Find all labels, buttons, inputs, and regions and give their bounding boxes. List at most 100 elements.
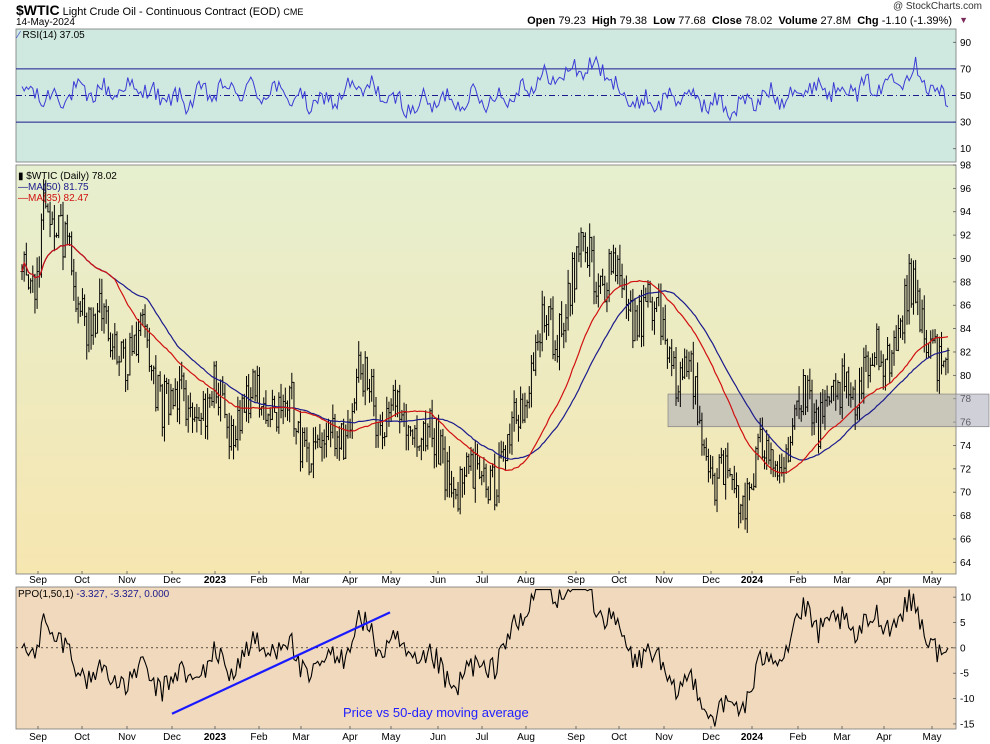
ppo-xtick-label: Nov xyxy=(655,732,673,743)
ppo-ytick-label: 5 xyxy=(960,618,966,629)
ma50-swatch-icon: — xyxy=(18,182,28,193)
price-xtick-label: Jul xyxy=(476,575,489,586)
ppo-xtick-label: Feb xyxy=(789,732,807,743)
price-background xyxy=(15,164,957,575)
ppo-legend: PPO(1,50,1) -3.327, -3.327, 0.000 xyxy=(18,589,169,600)
rsi-legend-text: RSI(14) 37.05 xyxy=(22,30,85,41)
rsi-ytick-label: 10 xyxy=(960,144,972,155)
ppo-legend-values: -3.327, -3.327, 0.000 xyxy=(76,589,170,600)
price-xtick-label: Apr xyxy=(342,575,358,586)
price-ytick-label: 94 xyxy=(960,207,972,218)
ppo-xtick-label: Oct xyxy=(74,732,90,743)
price-zone-box xyxy=(667,393,990,428)
ppo-xtick-label: May xyxy=(382,732,401,743)
price-xtick-label: Oct xyxy=(74,575,90,586)
exchange: CME xyxy=(283,7,304,17)
ohlc-readout: Open 79.23 High 79.38 Low 77.68 Close 78… xyxy=(527,15,952,27)
price-xtick-label: May xyxy=(382,575,401,586)
ppo-xtick-label: Apr xyxy=(876,732,892,743)
price-bars-icon: ▮ xyxy=(18,171,24,182)
high-value: 79.38 xyxy=(619,15,648,27)
ppo-xtick-label: Jul xyxy=(476,732,489,743)
price-xtick-label: Mar xyxy=(292,575,310,586)
price-bars xyxy=(20,179,950,533)
volume-value: 27.8M xyxy=(820,15,852,27)
price-ytick-label: 96 xyxy=(960,184,972,195)
ppo-trendline xyxy=(171,611,391,715)
price-xtick-label: 2023 xyxy=(204,575,227,586)
ppo-xtick-label: Dec xyxy=(163,732,181,743)
chg-value: -1.10 (-1.39%) xyxy=(881,15,952,27)
ma35-line xyxy=(21,243,949,474)
price-ytick-label: 74 xyxy=(960,441,972,452)
price-ytick-label: 70 xyxy=(960,488,972,499)
ppo-legend-name: PPO(1,50,1) xyxy=(18,589,74,600)
price-panel: 646668707274767880828486889092949698SepO… xyxy=(15,161,990,586)
chg-down-icon: ▼ xyxy=(959,15,968,25)
ppo-xtick-label: 2023 xyxy=(204,732,227,743)
open-value: 79.23 xyxy=(558,15,586,27)
price-ytick-label: 86 xyxy=(960,301,972,312)
price-ytick-label: 98 xyxy=(960,161,972,172)
price-ytick-label: 68 xyxy=(960,511,972,522)
price-ytick-label: 92 xyxy=(960,231,972,242)
ma50-legend: —MA(50) 81.75 xyxy=(18,182,89,193)
ppo-panel: -15 -10 -5 0 5 10 Price vs 50-day moving avera… xyxy=(15,586,975,743)
rsi-ytick-label: 50 xyxy=(960,91,972,102)
ppo-xtick-label: Apr xyxy=(342,732,358,743)
chart-title: $WTIC Light Crude Oil - Continuous Contr… xyxy=(16,2,303,18)
ppo-xtick-label: Dec xyxy=(702,732,720,743)
price-xtick-label: Sep xyxy=(29,575,47,586)
price-xtick-label: Nov xyxy=(118,575,136,586)
ppo-xtick-label: Aug xyxy=(517,732,535,743)
ma35-legend-text: MA(35) 82.47 xyxy=(28,193,89,204)
ma35-legend: —MA(35) 82.47 xyxy=(18,193,89,204)
price-ytick-label: 88 xyxy=(960,277,972,288)
price-ytick-label: 82 xyxy=(960,347,972,358)
ppo-xtick-label: May xyxy=(923,732,942,743)
close-label: Close xyxy=(711,15,742,27)
price-xtick-label: Nov xyxy=(655,575,673,586)
ppo-xtick-label: 2024 xyxy=(741,732,764,743)
ppo-xtick-label: Sep xyxy=(567,732,585,743)
ma35-swatch-icon: — xyxy=(18,193,28,204)
ma50-line xyxy=(21,243,949,461)
rsi-panel: 10 30 50 70 90 xyxy=(15,28,972,163)
rsi-ytick-label: 70 xyxy=(960,64,972,75)
ppo-xtick-label: Mar xyxy=(292,732,310,743)
high-label: High xyxy=(591,15,617,27)
open-label: Open xyxy=(527,15,556,27)
close-value: 78.02 xyxy=(744,15,773,27)
ppo-ytick-label: 10 xyxy=(960,593,972,604)
price-ytick-label: 80 xyxy=(960,371,972,382)
ppo-line xyxy=(21,588,949,727)
price-xtick-label: Sep xyxy=(567,575,585,586)
price-xtick-label: Oct xyxy=(611,575,627,586)
volume-label: Volume xyxy=(778,15,818,27)
ppo-xtick-label: Sep xyxy=(29,732,47,743)
ppo-annotation: Price vs 50-day moving average xyxy=(343,705,529,720)
ppo-xtick-label: Jun xyxy=(430,732,446,743)
price-xtick-label: Aug xyxy=(517,575,535,586)
chart-date: 14-May-2024 xyxy=(16,17,75,28)
price-xtick-label: Mar xyxy=(833,575,851,586)
chg-label: Chg xyxy=(857,15,879,27)
rsi-ytick-label: 90 xyxy=(960,38,972,49)
ppo-ytick-label: -10 xyxy=(960,694,975,705)
price-xtick-label: Feb xyxy=(789,575,807,586)
price-legend: ▮ $WTIC (Daily) 78.02 xyxy=(18,171,117,182)
ppo-xtick-label: Feb xyxy=(250,732,268,743)
watermark: @ StockCharts.com xyxy=(892,1,982,12)
price-xtick-label: 2024 xyxy=(741,575,764,586)
rsi-ytick-label: 30 xyxy=(960,118,972,129)
ppo-ytick-label: 0 xyxy=(960,643,966,654)
price-ytick-label: 90 xyxy=(960,254,972,265)
ppo-ytick-label: -15 xyxy=(960,719,975,730)
price-xtick-label: Jun xyxy=(430,575,446,586)
price-xtick-label: Apr xyxy=(876,575,892,586)
price-legend-text: $WTIC (Daily) 78.02 xyxy=(26,171,117,182)
rsi-legend: ∕ RSI(14) 37.05 xyxy=(18,30,85,41)
price-ytick-label: 72 xyxy=(960,464,972,475)
instrument-name: Light Crude Oil - Continuous Contract (E… xyxy=(62,6,281,18)
